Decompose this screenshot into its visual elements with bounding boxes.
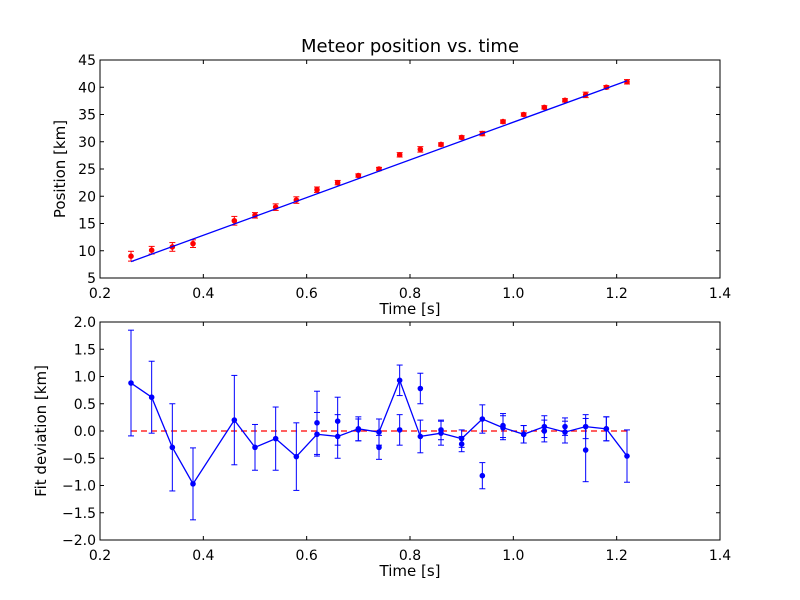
data-point	[541, 104, 548, 111]
data-point	[252, 444, 258, 451]
data-point	[355, 172, 362, 179]
series-line	[130, 378, 628, 486]
axis-ticks: 0.2 0.4 0.6 0.8 1.0 1.2 1.4 5 10 15 20 25 30 35 40 45	[78, 53, 731, 302]
x-tick-label: 0.2	[89, 548, 111, 564]
y-tick-label: 1.5	[74, 342, 96, 358]
y-axis-title: Fit deviation [km]	[32, 365, 50, 497]
data-point	[520, 431, 527, 438]
data-point	[231, 217, 238, 224]
data-point	[314, 186, 320, 193]
x-tick-label: 0.6	[296, 286, 318, 302]
x-tick-label: 0.2	[89, 286, 111, 302]
plot-area	[128, 329, 630, 521]
data-point	[438, 430, 444, 436]
data-point	[169, 444, 176, 451]
x-tick-label: 1.4	[709, 286, 731, 302]
data-point	[396, 377, 403, 384]
y-tick-label: 2.0	[74, 315, 96, 331]
data-point	[458, 134, 465, 141]
fit-line	[130, 80, 628, 263]
x-tick-label: 0.8	[399, 286, 421, 302]
x-tick-label: 0.6	[296, 548, 318, 564]
data-point	[293, 453, 300, 460]
data-point	[396, 152, 403, 158]
data-point	[128, 380, 134, 386]
y-tick-label: 20	[78, 189, 96, 205]
y-tick-label: 30	[78, 135, 96, 151]
data-point	[603, 426, 610, 432]
data-point	[231, 417, 238, 423]
y-tick-label: 5	[87, 271, 96, 287]
data-point	[376, 444, 382, 451]
data-point	[500, 118, 506, 125]
data-point	[479, 472, 486, 479]
x-tick-label: 1.4	[709, 548, 731, 564]
data-point	[479, 416, 486, 422]
data-point	[314, 431, 320, 438]
data-point	[272, 435, 279, 442]
data-point	[334, 179, 341, 186]
x-tick-label: 1.2	[606, 548, 628, 564]
data-point	[190, 481, 196, 487]
y-tick-label: 40	[78, 80, 96, 96]
deviation-plot: 0.2 0.4 0.6 0.8 1.0 1.2 1.4 −2.0 −1.5 −1.0 −0.5 0.0…	[32, 315, 731, 580]
x-tick-label: 0.4	[192, 548, 214, 564]
data-point	[500, 424, 506, 431]
data-point	[562, 97, 568, 104]
axis-ticks: 0.2 0.4 0.6 0.8 1.0 1.2 1.4 −2.0 −1.5 −1.0 −0.5 0.0…	[62, 315, 731, 564]
data-point	[417, 385, 424, 392]
y-tick-label: −2.0	[62, 533, 96, 549]
data-point	[148, 247, 155, 254]
data-point	[458, 435, 465, 442]
x-tick-label: 0.8	[399, 548, 421, 564]
data-point	[376, 429, 382, 435]
data-point	[520, 111, 527, 118]
data-point	[128, 253, 134, 260]
data-point	[396, 427, 403, 433]
x-tick-label: 1.0	[502, 548, 524, 564]
y-tick-label: 15	[78, 217, 96, 233]
data-point	[148, 394, 155, 401]
data-point	[190, 240, 196, 247]
data-point	[438, 141, 444, 148]
y-tick-label: −1.5	[62, 506, 96, 522]
data-point	[417, 433, 424, 440]
y-tick-label: 0.5	[74, 397, 96, 413]
data-point	[582, 423, 589, 430]
x-tick-label: 0.4	[192, 286, 214, 302]
position-plot: Meteor position vs. time 0.2 0.4 0.6 0.8 1.0…	[51, 36, 731, 318]
y-tick-label: 45	[78, 53, 96, 69]
data-point	[624, 453, 630, 459]
data-point	[541, 423, 548, 430]
chart-title: Meteor position vs. time	[301, 36, 519, 57]
x-tick-label: 1.0	[502, 286, 524, 302]
y-tick-label: 10	[78, 244, 96, 260]
y-tick-label: −0.5	[62, 451, 96, 467]
data-point	[582, 447, 589, 453]
y-tick-label: −1.0	[62, 479, 96, 495]
plot-area	[128, 79, 630, 263]
x-axis-title: Time [s]	[379, 300, 441, 318]
y-tick-label: 25	[78, 162, 96, 178]
data-point	[417, 146, 424, 153]
data-point	[355, 426, 362, 432]
y-tick-label: 35	[78, 108, 96, 124]
x-axis-title: Time [s]	[379, 562, 441, 580]
x-tick-label: 1.2	[606, 286, 628, 302]
data-point	[334, 433, 341, 440]
y-tick-label: 0.0	[74, 424, 96, 440]
y-axis-title: Position [km]	[51, 120, 69, 218]
data-point	[562, 429, 568, 435]
y-tick-label: 1.0	[74, 370, 96, 386]
